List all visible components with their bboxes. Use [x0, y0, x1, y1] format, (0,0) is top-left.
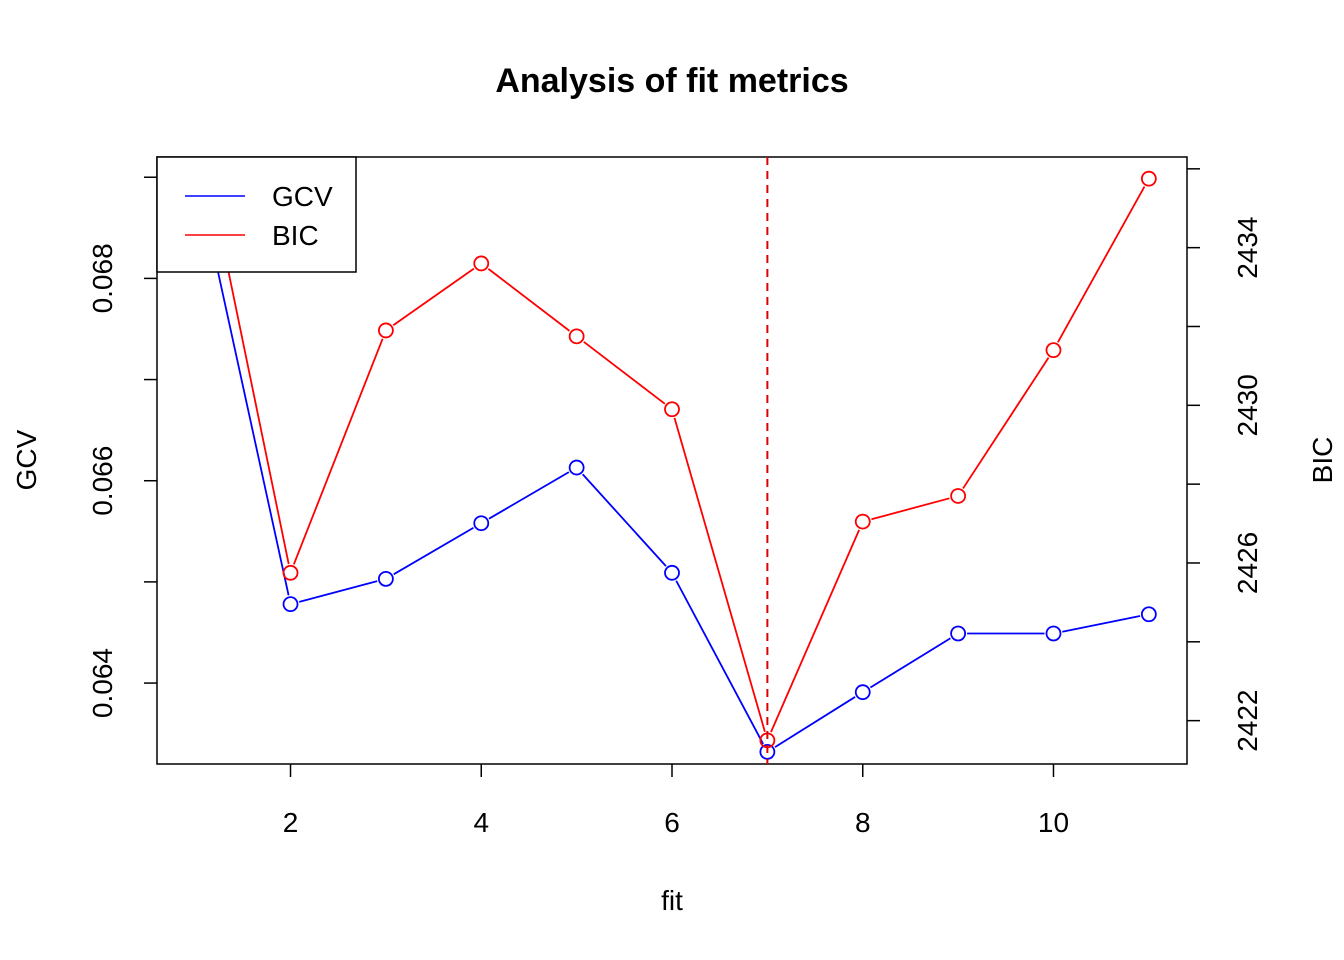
x-tick-label-2: 2 — [283, 807, 299, 838]
series-bic-point-2 — [282, 564, 299, 581]
series-gcv-point-8 — [854, 684, 871, 701]
x-tick-label-8: 8 — [855, 807, 871, 838]
y-axis-left: 0.064 0.066 0.068 — [87, 176, 157, 718]
y-axis-left-label: GCV — [11, 429, 42, 490]
series-gcv-segment-6 — [675, 580, 764, 745]
series-bic-segment-10 — [1057, 186, 1146, 343]
y-axis-right: 2422 2426 2430 2434 — [1187, 168, 1263, 752]
series-bic-segment-7 — [770, 529, 860, 733]
legend-label-gcv: GCV — [272, 181, 333, 212]
series-gcv-point-9 — [950, 625, 967, 642]
series-bic-segment-5 — [583, 341, 666, 405]
series-gcv-segment-7 — [774, 696, 856, 748]
series-bic-point-11 — [1140, 170, 1157, 187]
series-bic-segment-4 — [487, 268, 571, 332]
series-gcv-segment-10 — [1062, 615, 1141, 633]
series-bic-point-1 — [188, 103, 202, 117]
y-right-tick-label-6: 2434 — [1232, 217, 1263, 279]
y-left-tick-label-2: 0.066 — [87, 446, 118, 516]
series-bic-point-8 — [854, 513, 871, 530]
y-left-tick-label-4: 0.068 — [87, 243, 118, 313]
series-gcv-point-3 — [377, 570, 394, 587]
series-gcv-point-7 — [759, 743, 776, 760]
series-gcv-point-11 — [1140, 606, 1157, 623]
x-axis-label: fit — [661, 885, 683, 916]
series-bic-point-3 — [377, 322, 394, 339]
series-bic-point-5 — [568, 328, 585, 345]
series-bic-point-9 — [950, 488, 967, 504]
series-gcv-point-6 — [664, 564, 680, 581]
series-bic-segment-8 — [871, 497, 950, 521]
series-gcv — [187, 159, 1157, 760]
series-gcv-point-2 — [282, 596, 299, 613]
series-gcv-segment-8 — [869, 637, 951, 689]
x-tick-label-10: 10 — [1038, 807, 1069, 838]
series-bic-point-10 — [1045, 342, 1062, 359]
series-gcv-point-4 — [473, 515, 490, 532]
series-gcv-segment-3 — [393, 526, 474, 576]
series-gcv-segment-4 — [488, 471, 570, 520]
legend: GCV BIC — [156, 156, 357, 273]
y-left-tick-label-0: 0.064 — [87, 648, 118, 718]
x-tick-label-6: 6 — [664, 807, 680, 838]
legend-box — [156, 156, 357, 273]
series-gcv-point-10 — [1045, 625, 1062, 642]
legend-label-bic: BIC — [272, 220, 319, 251]
chart-title: Analysis of fit metrics — [495, 62, 848, 100]
series-bic-point-6 — [664, 401, 680, 418]
series-gcv-segment-5 — [582, 473, 667, 567]
series-bic-segment-9 — [962, 357, 1050, 489]
series-bic-segment-2 — [292, 338, 384, 565]
series-bic-segment-3 — [392, 267, 475, 326]
series-gcv-segment-2 — [298, 580, 378, 603]
y-right-tick-label-4: 2430 — [1232, 374, 1263, 436]
y-right-tick-label-2: 2426 — [1232, 532, 1263, 594]
series-bic-point-4 — [473, 255, 490, 272]
series-gcv-point-5 — [568, 459, 585, 476]
y-axis-right-label: BIC — [1307, 437, 1338, 484]
y-right-tick-label-0: 2422 — [1232, 689, 1263, 751]
series-bic-segment-6 — [673, 417, 766, 732]
x-axis: 2 4 6 8 10 — [283, 764, 1069, 838]
x-tick-label-4: 4 — [473, 807, 489, 838]
